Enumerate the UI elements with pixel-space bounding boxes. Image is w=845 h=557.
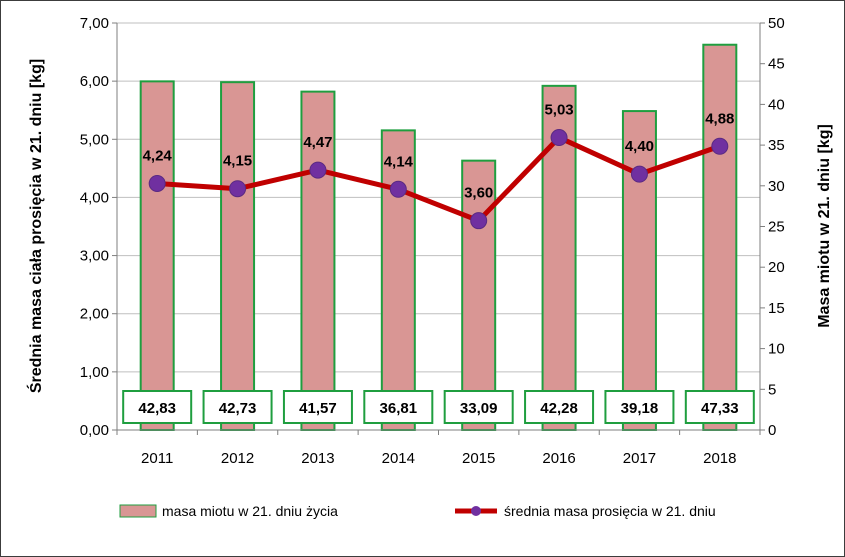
x-tick-label: 2018 (703, 450, 736, 467)
bar-label-box (524, 390, 595, 424)
line-marker (148, 174, 166, 192)
bar (139, 80, 175, 431)
line-value-label: 3,60 (464, 185, 493, 202)
line-marker (630, 165, 648, 183)
right-tick-label: 45 (768, 56, 785, 73)
line-marker (470, 212, 488, 230)
bar (220, 81, 256, 432)
left-tick-label: 3,00 (80, 248, 109, 265)
line-value-label: 4,47 (303, 134, 332, 151)
bar (380, 129, 416, 431)
x-tick-label: 2014 (382, 450, 415, 467)
bar-series (139, 43, 738, 432)
bar-label-box (604, 390, 675, 424)
bar-value-labels: 42,83 42,73 41,57 36,81 33,09 42,28 39,18 47,33 (122, 390, 755, 424)
x-tick-label: 2017 (623, 450, 656, 467)
right-tick-label: 50 (768, 15, 785, 32)
bar (461, 159, 497, 431)
left-axis-ticks: 0,00 1,00 2,00 3,00 4,00 5,00 6,00 7,00 (80, 15, 117, 439)
bar-label-box (363, 390, 434, 424)
line-value-label: 4,24 (143, 147, 173, 164)
bar-label-box (684, 390, 755, 424)
line-value-label: 4,40 (625, 138, 654, 155)
line-value-label: 4,15 (223, 153, 252, 170)
bar-value-label: 41,57 (299, 400, 337, 417)
left-tick-label: 4,00 (80, 189, 109, 206)
axes (116, 23, 761, 431)
right-tick-label: 5 (768, 381, 776, 398)
bar-label-box (443, 390, 514, 424)
x-axis-ticks: 2011 2012 2013 2014 2015 2016 2017 2018 (116, 430, 761, 467)
legend-line-marker (471, 506, 481, 516)
line-marker (309, 161, 327, 179)
right-axis-ticks: 0 5 10 15 20 25 30 35 40 45 50 (760, 15, 785, 439)
bar-value-label: 47,33 (701, 400, 739, 417)
left-tick-label: 0,00 (80, 422, 109, 439)
bar-value-label: 42,83 (138, 400, 176, 417)
bar-label-box (122, 390, 193, 424)
bar-value-label: 36,81 (380, 400, 418, 417)
bar-value-label: 42,28 (540, 400, 578, 417)
x-tick-label: 2013 (301, 450, 334, 467)
bar-value-label: 42,73 (219, 400, 257, 417)
bar-label-box (202, 390, 273, 424)
right-tick-label: 10 (768, 341, 785, 358)
x-tick-label: 2012 (221, 450, 254, 467)
line-value-label: 4,88 (705, 110, 734, 127)
right-axis-title: Masa miotu w 21. dniu [kg] (816, 124, 833, 328)
right-tick-label: 20 (768, 259, 785, 276)
x-tick-label: 2015 (462, 450, 495, 467)
line-marker (389, 180, 407, 198)
x-tick-label: 2016 (542, 450, 575, 467)
right-tick-label: 0 (768, 422, 776, 439)
left-axis-title: Średnia masa ciała prosięcia w 21. dniu … (26, 59, 45, 393)
left-tick-label: 5,00 (80, 131, 109, 148)
bar (702, 43, 738, 432)
series-line (157, 135, 721, 224)
line-value-label: 4,14 (384, 153, 414, 170)
legend-line-label: średnia masa prosięcia w 21. dniu (504, 503, 716, 519)
legend-bar-swatch (119, 504, 157, 518)
line-marker (711, 137, 729, 155)
x-tick-label: 2011 (141, 450, 173, 467)
right-tick-label: 35 (768, 137, 785, 154)
line-value-label: 5,03 (544, 102, 573, 119)
bar-value-label: 33,09 (460, 400, 498, 417)
line-marker (550, 129, 568, 147)
right-tick-label: 15 (768, 300, 785, 317)
line-marker (229, 180, 247, 198)
legend: masa miotu w 21. dniu życia średnia masa… (119, 503, 716, 519)
legend-bar-label: masa miotu w 21. dniu życia (162, 503, 338, 519)
left-tick-label: 6,00 (80, 73, 109, 90)
left-tick-label: 2,00 (80, 306, 109, 323)
gridlines (117, 22, 760, 373)
right-tick-label: 30 (768, 178, 785, 195)
left-tick-label: 1,00 (80, 364, 109, 381)
bar (621, 110, 657, 431)
line-series (148, 129, 729, 230)
left-tick-label: 7,00 (80, 15, 109, 32)
bar-label-box (282, 390, 353, 424)
bar-value-label: 39,18 (621, 400, 659, 417)
right-tick-label: 40 (768, 96, 785, 113)
line-value-labels: 4,24 4,15 4,47 4,14 3,60 5,03 4,40 4,88 (143, 102, 735, 202)
right-tick-label: 25 (768, 219, 785, 236)
